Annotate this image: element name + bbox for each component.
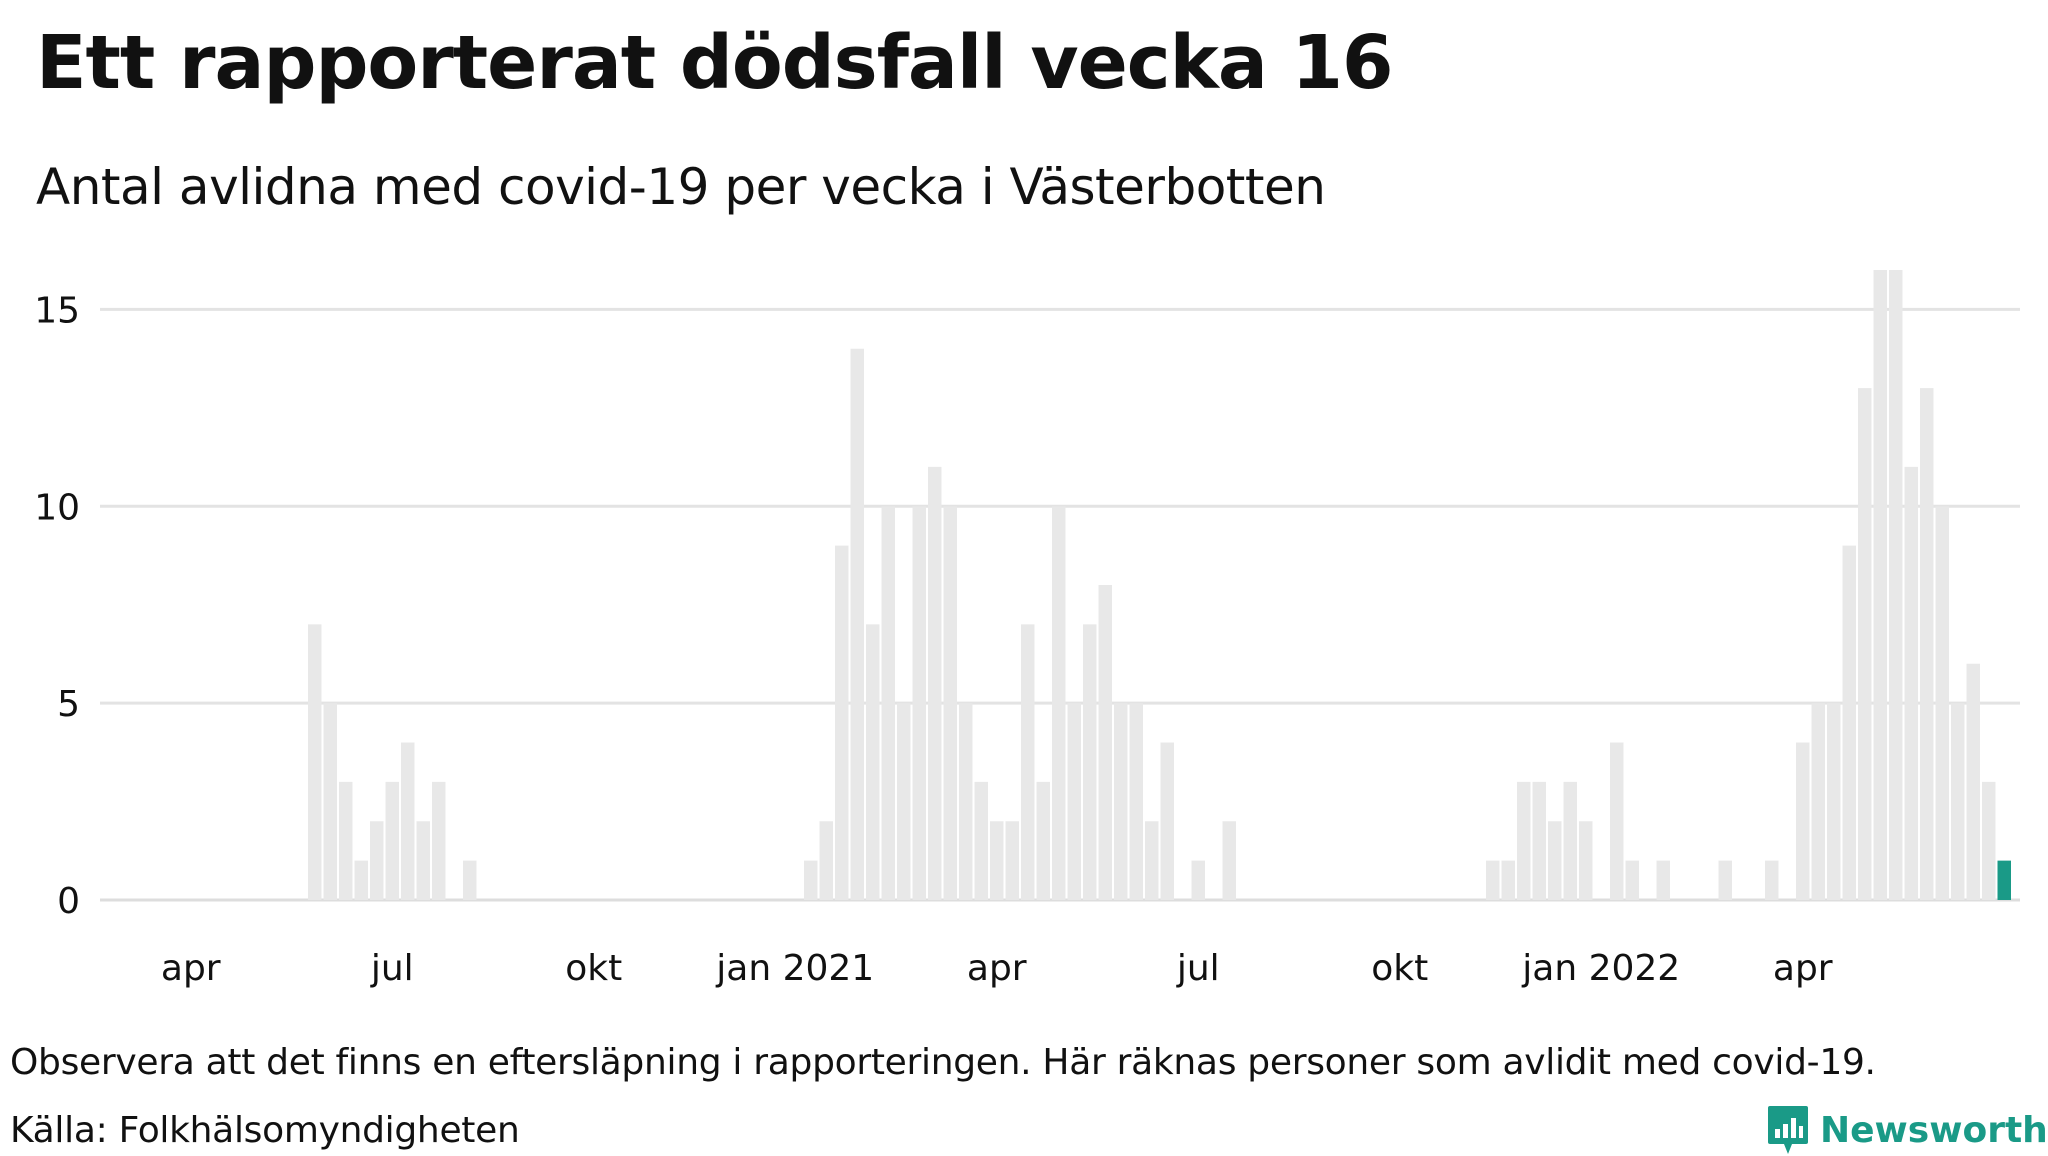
bar xyxy=(990,821,1004,900)
bar xyxy=(1579,821,1593,900)
bar xyxy=(1067,703,1081,900)
bar-chart: 0 5 10 15 apr jul okt jan 2021 apr jul okt jan 2022… xyxy=(34,270,2020,989)
bar xyxy=(943,506,957,900)
bar xyxy=(1827,703,1841,900)
x-tick-label: jul xyxy=(370,948,414,989)
bar xyxy=(928,466,942,900)
chart-title: Ett rapporterat dödsfall vecka 16 xyxy=(36,20,1394,106)
x-tick-label: apr xyxy=(1773,948,1833,989)
bar xyxy=(974,781,988,900)
brand-name: Newsworthy xyxy=(1820,1109,2048,1151)
bar xyxy=(1517,781,1531,900)
bar xyxy=(432,781,446,900)
bar xyxy=(308,624,322,900)
bar-current-week xyxy=(1997,860,2011,900)
bar xyxy=(1811,703,1825,900)
bar xyxy=(1935,506,1949,900)
footnote: Observera att det finns en eftersläpning… xyxy=(10,1042,1876,1083)
bar xyxy=(1036,781,1050,900)
bar xyxy=(1005,821,1019,900)
bar xyxy=(1858,388,1872,900)
x-tick-label: apr xyxy=(967,948,1027,989)
bar xyxy=(1532,781,1546,900)
bar xyxy=(835,545,849,900)
y-tick-label: 5 xyxy=(57,684,80,725)
bar xyxy=(1889,270,1903,900)
bar xyxy=(416,821,430,900)
bar xyxy=(1765,860,1779,900)
y-tick-label: 15 xyxy=(34,290,80,331)
bar xyxy=(1951,703,1965,900)
bar xyxy=(959,703,973,900)
bar xyxy=(1160,742,1174,900)
bar xyxy=(1083,624,1097,900)
bar xyxy=(912,506,926,900)
bar xyxy=(866,624,880,900)
bar xyxy=(1145,821,1159,900)
bar xyxy=(1718,860,1732,900)
chart-subtitle: Antal avlidna med covid-19 per vecka i V… xyxy=(36,158,1326,216)
bar xyxy=(850,348,864,900)
bar xyxy=(1873,270,1887,900)
bar xyxy=(1982,781,1996,900)
bar xyxy=(1966,663,1980,900)
bar xyxy=(1904,466,1918,900)
bar xyxy=(804,860,818,900)
bar xyxy=(1501,860,1515,900)
bar xyxy=(1486,860,1500,900)
x-tick-label: apr xyxy=(161,948,221,989)
bar xyxy=(1052,506,1066,900)
bar xyxy=(463,860,477,900)
bar xyxy=(1222,821,1236,900)
x-tick-label: jul xyxy=(1176,948,1220,989)
bar xyxy=(1191,860,1205,900)
bar xyxy=(1098,585,1112,900)
x-tick-label: okt xyxy=(1371,948,1428,989)
x-tick-label: jan 2022 xyxy=(1521,948,1680,989)
newsworthy-logo: Newsworthy xyxy=(1766,1104,2048,1156)
bar xyxy=(401,742,415,900)
bar xyxy=(385,781,399,900)
bar xyxy=(1548,821,1562,900)
bar xyxy=(370,821,384,900)
newsworthy-logo-icon xyxy=(1768,1106,1808,1154)
bar xyxy=(1920,388,1934,900)
bar xyxy=(1129,703,1143,900)
bar xyxy=(1114,703,1128,900)
bar xyxy=(1625,860,1639,900)
bar xyxy=(354,860,368,900)
x-tick-label: okt xyxy=(565,948,622,989)
bar xyxy=(1656,860,1670,900)
x-tick-label: jan 2021 xyxy=(715,948,874,989)
bar xyxy=(897,703,911,900)
bar xyxy=(323,703,337,900)
y-tick-label: 10 xyxy=(34,487,80,528)
bar xyxy=(339,781,353,900)
bar xyxy=(1610,742,1624,900)
source-credit: Källa: Folkhälsomyndigheten xyxy=(10,1110,520,1151)
bar xyxy=(1796,742,1810,900)
bar xyxy=(1842,545,1856,900)
bar xyxy=(881,506,895,900)
y-tick-label: 0 xyxy=(57,881,80,922)
bar xyxy=(1563,781,1577,900)
bar xyxy=(1021,624,1035,900)
bar xyxy=(819,821,833,900)
